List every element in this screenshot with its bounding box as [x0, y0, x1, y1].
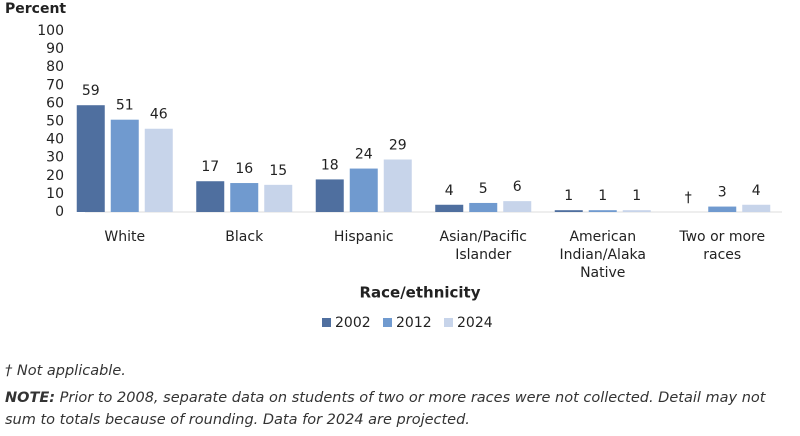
- note-label: NOTE:: [5, 390, 56, 406]
- footnote: † Not applicable.: [5, 363, 126, 379]
- y-axis-title: Percent: [5, 1, 66, 17]
- y-tick-label: 90: [46, 41, 64, 57]
- y-tick-label: 40: [46, 132, 64, 148]
- bar: [315, 179, 344, 212]
- y-tick-label: 70: [46, 77, 64, 93]
- value-label: 59: [82, 83, 100, 99]
- bar: [76, 105, 105, 212]
- bar: [503, 201, 532, 212]
- value-label: 1: [564, 188, 573, 204]
- y-tick-label: 50: [46, 114, 64, 130]
- value-label: 18: [321, 157, 339, 173]
- x-axis-title: Race/ethnicity: [359, 284, 480, 302]
- x-tick-label: White: [104, 229, 145, 245]
- bar: [435, 204, 464, 212]
- legend-label: 2012: [396, 315, 432, 331]
- bar: [230, 183, 259, 212]
- y-tick-label: 80: [46, 59, 64, 75]
- x-tick-label-line: White: [104, 229, 145, 245]
- x-tick-label-line: races: [703, 247, 741, 263]
- value-label: 24: [355, 147, 373, 163]
- x-tick-label-line: Black: [225, 229, 264, 245]
- x-tick-label: Two or more races: [678, 229, 765, 263]
- bar: [469, 202, 498, 212]
- value-label: 29: [389, 138, 407, 154]
- value-label: 51: [116, 98, 134, 114]
- y-tick-label: 30: [46, 150, 64, 166]
- value-label: †: [685, 190, 692, 206]
- value-label: 5: [479, 181, 488, 197]
- y-tick-label: 100: [37, 23, 64, 39]
- x-tick-label-line: Native: [580, 265, 625, 281]
- notes: † Not applicable. NOTE: Prior to 2008, s…: [5, 360, 797, 436]
- bar: [742, 204, 771, 212]
- x-tick-label: Asian/Pacific Islander: [440, 229, 527, 263]
- bar: [144, 128, 173, 212]
- y-tick-label: 20: [46, 168, 64, 184]
- note-text: Prior to 2008, separate data on students…: [5, 390, 766, 428]
- x-tick-label-line: American: [569, 229, 636, 245]
- x-tick-label-line: Asian/Pacific: [440, 229, 527, 245]
- bar: [349, 168, 378, 212]
- x-tick-label-line: Indian/Alaka: [560, 247, 646, 263]
- value-label: 4: [445, 183, 454, 199]
- note: NOTE: Prior to 2008, separate data on st…: [5, 387, 797, 431]
- value-label: 6: [513, 179, 522, 195]
- x-tick-label: Hispanic: [334, 229, 394, 245]
- legend-swatch: [444, 318, 453, 327]
- legend-swatch: [322, 318, 331, 327]
- x-tick-label-line: Hispanic: [334, 229, 394, 245]
- bar: [383, 159, 412, 212]
- bar: [622, 210, 651, 212]
- value-label: 1: [598, 188, 607, 204]
- legend-swatch: [383, 318, 392, 327]
- bar: [196, 181, 225, 212]
- bar: [708, 206, 737, 212]
- value-label: 15: [269, 163, 287, 179]
- value-label: 17: [201, 159, 219, 175]
- y-tick-label: 0: [55, 204, 64, 220]
- bar: [110, 119, 139, 212]
- x-tick-label-line: Islander: [455, 247, 511, 263]
- x-tick-label-line: Two or more: [678, 229, 765, 245]
- bar: [588, 210, 617, 212]
- legend-label: 2002: [335, 315, 371, 331]
- value-label: 16: [235, 161, 253, 177]
- x-tick-label: American Indian/Alaka Native: [560, 229, 646, 281]
- value-label: 46: [150, 107, 168, 123]
- x-tick-label: Black: [225, 229, 264, 245]
- value-label: 4: [752, 183, 761, 199]
- value-label: 1: [632, 188, 641, 204]
- y-tick-label: 60: [46, 95, 64, 111]
- legend-label: 2024: [457, 315, 493, 331]
- bar: [264, 184, 293, 212]
- value-label: 3: [718, 185, 727, 201]
- y-tick-label: 10: [46, 186, 64, 202]
- bar: [554, 210, 583, 212]
- chart: Percent Race/ethnicity 0 10 20 30 40 50 60 70 80…: [5, 1, 782, 331]
